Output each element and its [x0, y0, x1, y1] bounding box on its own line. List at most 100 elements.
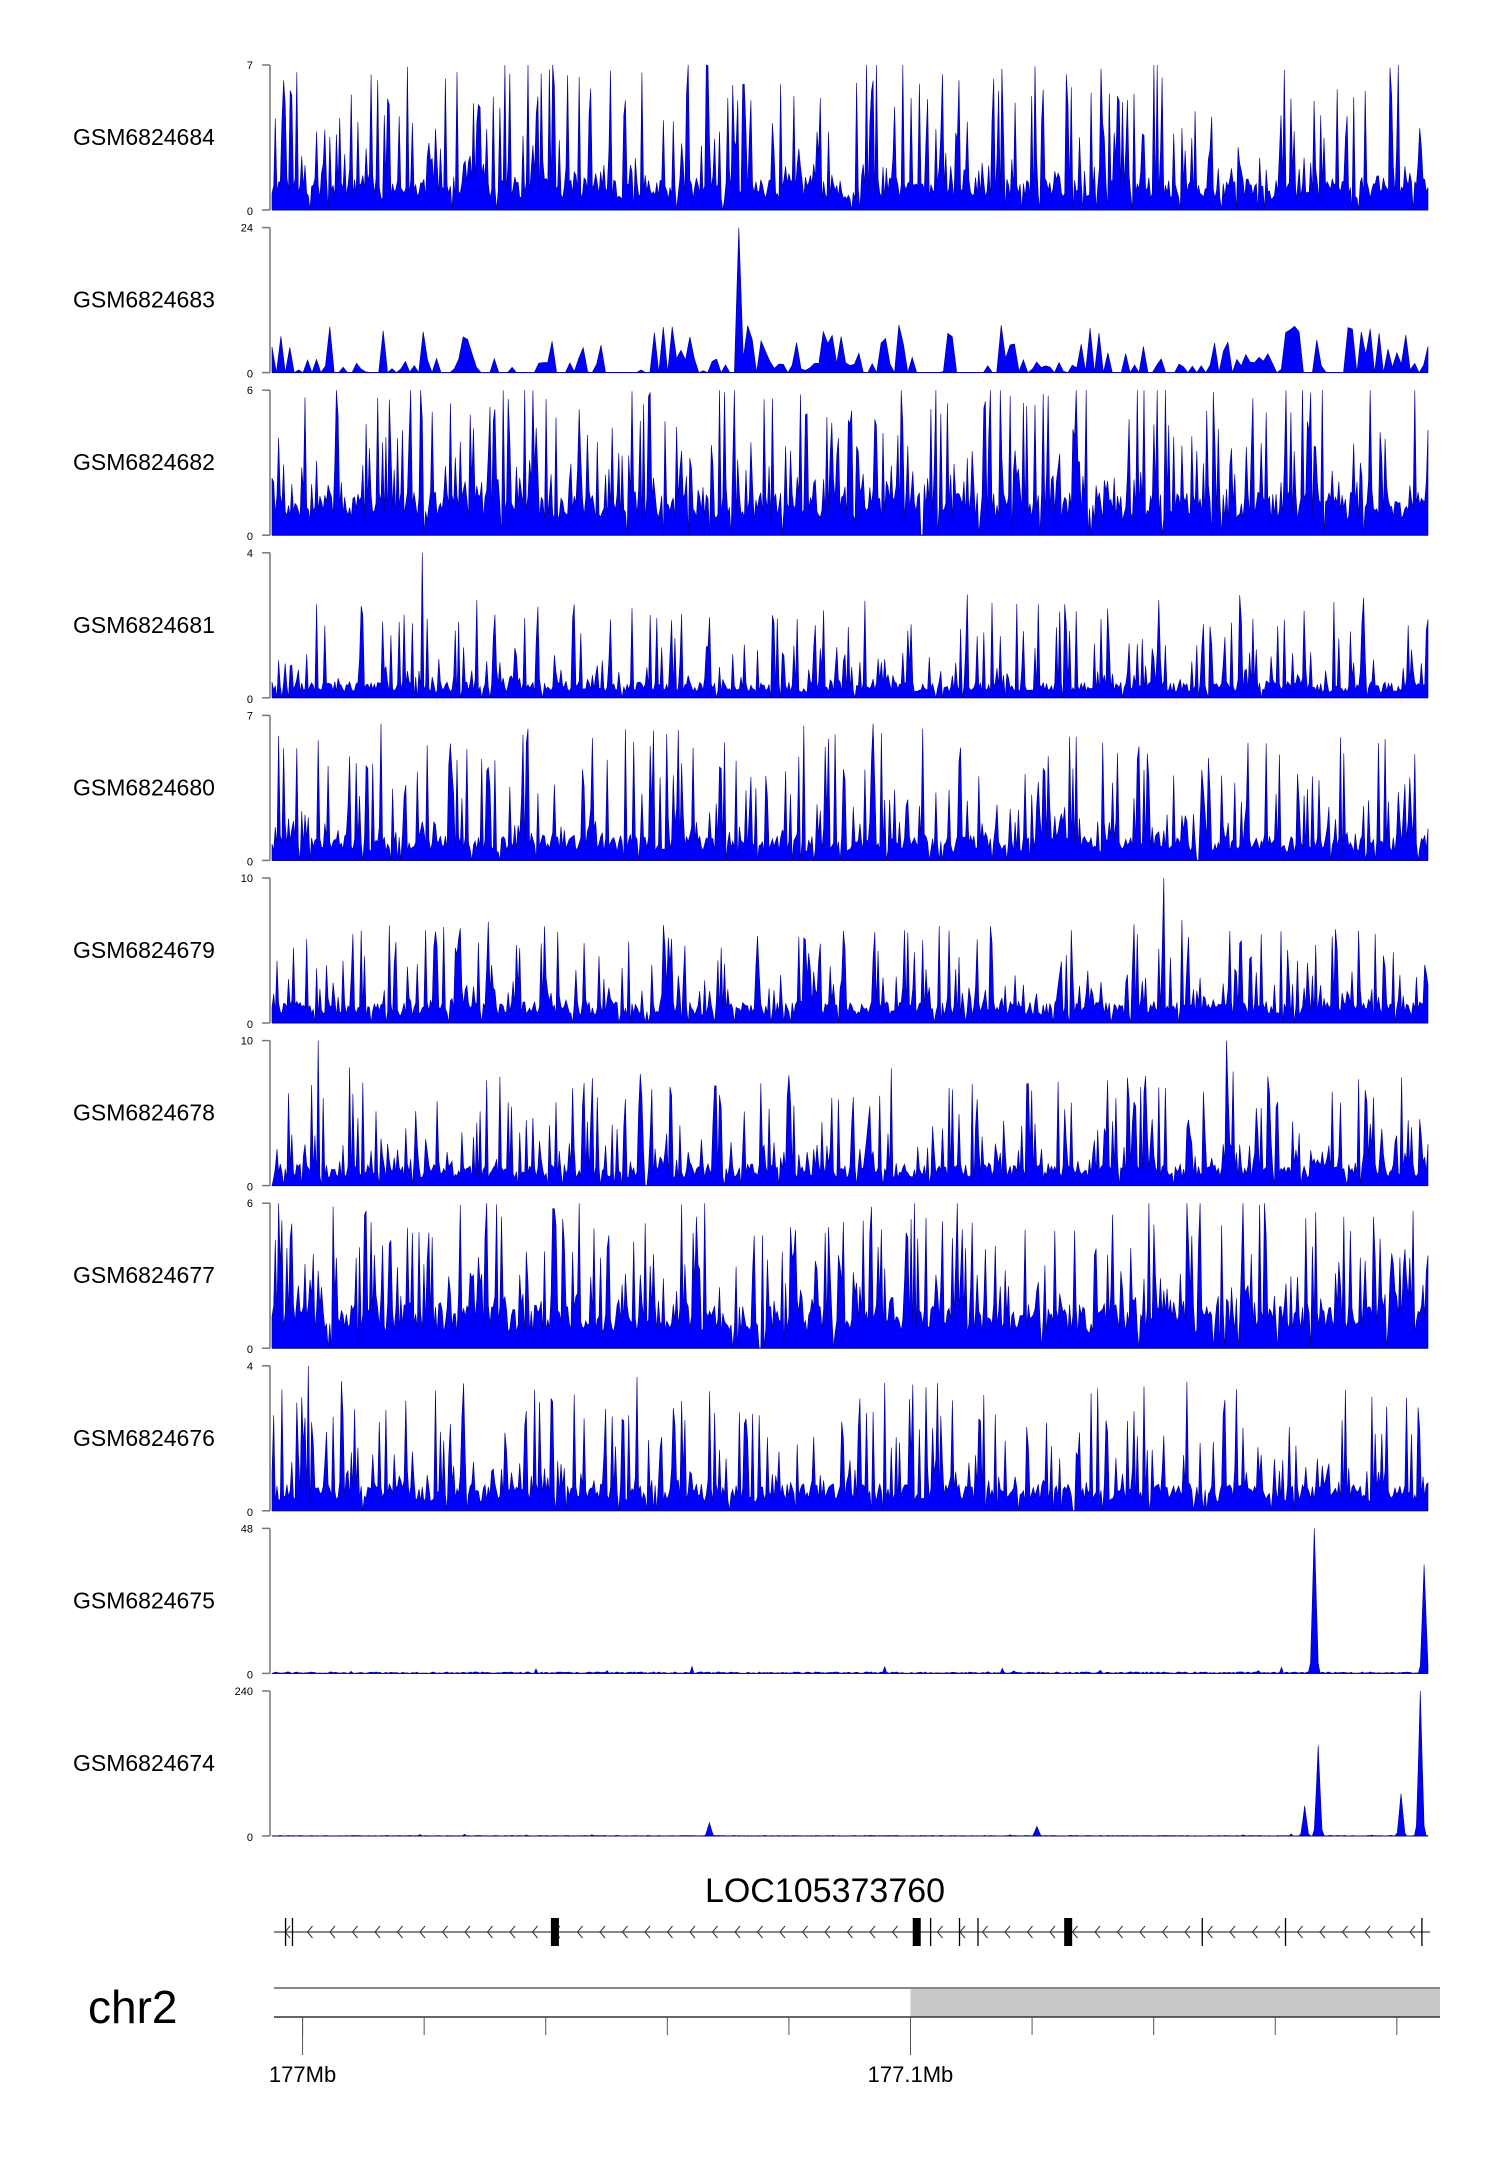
strand-arrow-icon: [666, 1925, 673, 1939]
strand-arrow-icon: [1049, 1925, 1056, 1939]
strand-arrow-icon: [1004, 1925, 1011, 1939]
signal-area: [271, 1365, 1429, 1512]
strand-arrow-icon: [1409, 1925, 1416, 1939]
y-max-label: 4: [247, 1361, 253, 1373]
y-min-label: 0: [247, 1507, 253, 1519]
gene-name: LOC105373760: [705, 1872, 945, 1910]
y-max-label: 7: [247, 710, 253, 722]
strand-arrow-icon: [711, 1925, 718, 1939]
track-label: GSM6824675: [73, 1587, 215, 1613]
strand-arrow-icon: [441, 1925, 448, 1939]
track-GSM6824674: GSM6824674 240 0: [73, 1686, 1429, 1844]
strand-arrow-icon: [1364, 1925, 1371, 1939]
exon: [1064, 1918, 1073, 1946]
strand-arrow-icon: [1071, 1925, 1078, 1939]
strand-arrow-icon: [306, 1925, 313, 1939]
y-min-label: 0: [247, 1182, 253, 1194]
track-label: GSM6824674: [73, 1750, 215, 1776]
gene-track: LOC105373760: [274, 1872, 1430, 1946]
track-GSM6824676: GSM6824676 4 0: [73, 1361, 1429, 1519]
track-GSM6824682: GSM6824682 6 0: [73, 385, 1429, 543]
signal-area: [271, 390, 1429, 536]
signal-area: [271, 227, 1429, 374]
y-max-label: 6: [247, 1198, 253, 1210]
strand-arrow-icon: [576, 1925, 583, 1939]
strand-arrow-icon: [869, 1925, 876, 1939]
strand-arrow-icon: [689, 1925, 696, 1939]
y-max-label: 6: [247, 385, 253, 397]
strand-arrow-icon: [1026, 1925, 1033, 1939]
chromosome-band-shaded: [910, 1988, 1440, 2017]
strand-arrow-icon: [846, 1925, 853, 1939]
track-GSM6824677: GSM6824677 6 0: [73, 1198, 1429, 1356]
track-GSM6824679: GSM6824679 10 0: [73, 873, 1429, 1031]
strand-arrow-icon: [351, 1925, 358, 1939]
x-tick-label: 177Mb: [269, 2062, 336, 2087]
strand-arrow-icon: [1139, 1925, 1146, 1939]
strand-arrow-icon: [891, 1925, 898, 1939]
strand-arrow-icon: [1161, 1925, 1168, 1939]
signal-area: [271, 64, 1429, 211]
track-label: GSM6824681: [73, 612, 215, 638]
y-min-label: 0: [247, 1019, 253, 1031]
strand-arrow-icon: [756, 1925, 763, 1939]
y-min-label: 0: [247, 1832, 253, 1844]
ideogram: chr2 177Mb 177.1Mb: [88, 1981, 1440, 2087]
strand-arrow-icon: [1184, 1925, 1191, 1939]
track-GSM6824681: GSM6824681 4 0: [73, 548, 1429, 706]
strand-arrow-icon: [1116, 1925, 1123, 1939]
strand-arrow-icon: [779, 1925, 786, 1939]
chromosome-label: chr2: [88, 1981, 177, 2033]
y-max-label: 10: [241, 873, 253, 885]
strand-arrow-icon: [329, 1925, 336, 1939]
strand-arrow-icon: [464, 1925, 471, 1939]
strand-arrow-icon: [1296, 1925, 1303, 1939]
strand-arrow-icon: [1386, 1925, 1393, 1939]
strand-arrow-icon: [1274, 1925, 1281, 1939]
signal-area: [271, 1690, 1429, 1837]
y-max-label: 10: [241, 1036, 253, 1048]
track-GSM6824675: GSM6824675 48 0: [73, 1523, 1429, 1681]
exon: [550, 1918, 559, 1946]
strand-arrow-icon: [734, 1925, 741, 1939]
track-GSM6824680: GSM6824680 7 0: [73, 710, 1429, 868]
y-max-label: 4: [247, 548, 253, 560]
strand-arrow-icon: [1319, 1925, 1326, 1939]
track-label: GSM6824678: [73, 1100, 215, 1126]
exon: [912, 1918, 921, 1946]
strand-arrow-icon: [486, 1925, 493, 1939]
track-label: GSM6824684: [73, 124, 215, 150]
strand-arrow-icon: [509, 1925, 516, 1939]
track-label: GSM6824676: [73, 1425, 215, 1451]
track-label: GSM6824683: [73, 287, 215, 313]
signal-area: [271, 1528, 1429, 1674]
strand-arrow-icon: [599, 1925, 606, 1939]
strand-arrow-icon: [419, 1925, 426, 1939]
x-tick-label: 177.1Mb: [868, 2062, 954, 2087]
y-min-label: 0: [247, 206, 253, 218]
strand-arrow-icon: [1341, 1925, 1348, 1939]
signal-area: [271, 877, 1429, 1024]
strand-arrow-icon: [374, 1925, 381, 1939]
strand-arrow-icon: [1229, 1925, 1236, 1939]
strand-arrow-icon: [644, 1925, 651, 1939]
track-label: GSM6824682: [73, 449, 215, 475]
strand-arrow-icon: [936, 1925, 943, 1939]
y-min-label: 0: [247, 369, 253, 381]
track-label: GSM6824680: [73, 774, 215, 800]
signal-area: [271, 1040, 1429, 1186]
strand-arrow-icon: [621, 1925, 628, 1939]
signal-area: [271, 1203, 1429, 1349]
y-min-label: 0: [247, 1669, 253, 1681]
y-min-label: 0: [247, 694, 253, 706]
strand-arrow-icon: [981, 1925, 988, 1939]
y-min-label: 0: [247, 1344, 253, 1356]
strand-arrow-icon: [801, 1925, 808, 1939]
track-label: GSM6824677: [73, 1262, 215, 1288]
strand-arrow-icon: [1251, 1925, 1258, 1939]
y-min-label: 0: [247, 856, 253, 868]
strand-arrow-icon: [824, 1925, 831, 1939]
signal-area: [271, 552, 1429, 699]
track-GSM6824684: GSM6824684 7 0: [73, 60, 1429, 218]
